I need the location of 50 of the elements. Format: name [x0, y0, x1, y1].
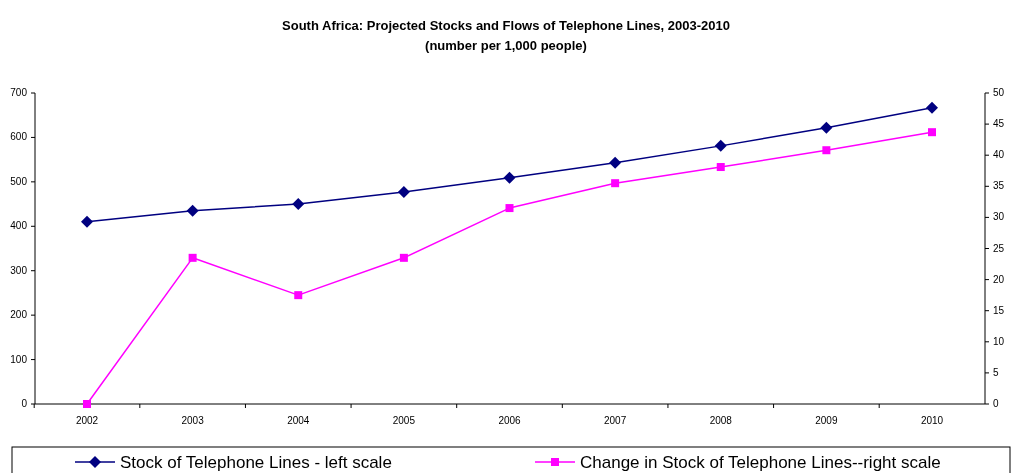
y2-tick-label: 10 [993, 335, 1005, 347]
point [503, 171, 516, 184]
y-tick-label: 600 [10, 131, 28, 143]
x-tick-label: 2010 [920, 415, 944, 426]
point [81, 215, 93, 228]
y2-tick-label: 30 [993, 211, 1005, 223]
y-tick-label: 300 [10, 264, 28, 276]
point [714, 139, 727, 152]
x-tick-label: 2008 [709, 415, 733, 426]
y2-tick-label: 5 [993, 366, 999, 378]
y2-tick-label: 35 [993, 180, 1005, 192]
point [83, 400, 91, 408]
x-tick-label: 2004 [287, 415, 310, 426]
point [188, 253, 197, 262]
point [397, 186, 410, 199]
y2-tick-label: 20 [993, 273, 1005, 285]
x-tick-label: 2005 [392, 415, 416, 426]
point [505, 204, 514, 213]
x-tick-label: 2003 [181, 415, 205, 426]
x-tick-label: 2009 [815, 415, 838, 426]
point [294, 291, 303, 300]
x-tick-label: 2002 [75, 415, 99, 426]
point [820, 121, 833, 134]
y2-tick-label: 0 [993, 398, 999, 409]
y2-tick-label: 50 [993, 87, 1005, 98]
y-tick-label: 0 [21, 398, 28, 409]
point [186, 204, 199, 217]
point [926, 101, 938, 114]
legend-label: Change in Stock of Telephone Lines--right scale [580, 453, 941, 472]
chart-title: South Africa: Projected Stocks and Flows of Telephone Lines, 2003-2010 [282, 18, 730, 33]
y-tick-label: 500 [10, 175, 28, 187]
y2-tick-label: 15 [993, 304, 1005, 316]
point [928, 128, 936, 137]
y-tick-label: 100 [10, 353, 28, 365]
y2-tick-label: 40 [993, 149, 1005, 161]
y2-tick-label: 45 [993, 118, 1005, 130]
chart-subtitle: (number per 1,000 people) [425, 38, 587, 53]
point [822, 146, 831, 155]
point [399, 253, 408, 262]
legend-label: Stock of Telephone Lines - left scale [120, 453, 392, 472]
y-tick-label: 400 [10, 220, 28, 232]
x-tick-label: 2007 [604, 415, 627, 426]
point [716, 163, 725, 172]
point [292, 198, 305, 211]
point [611, 179, 620, 188]
y2-tick-label: 25 [993, 242, 1005, 254]
y-tick-label: 700 [10, 87, 28, 98]
point [609, 156, 622, 169]
y-tick-label: 200 [10, 309, 28, 321]
x-tick-label: 2006 [498, 415, 522, 426]
